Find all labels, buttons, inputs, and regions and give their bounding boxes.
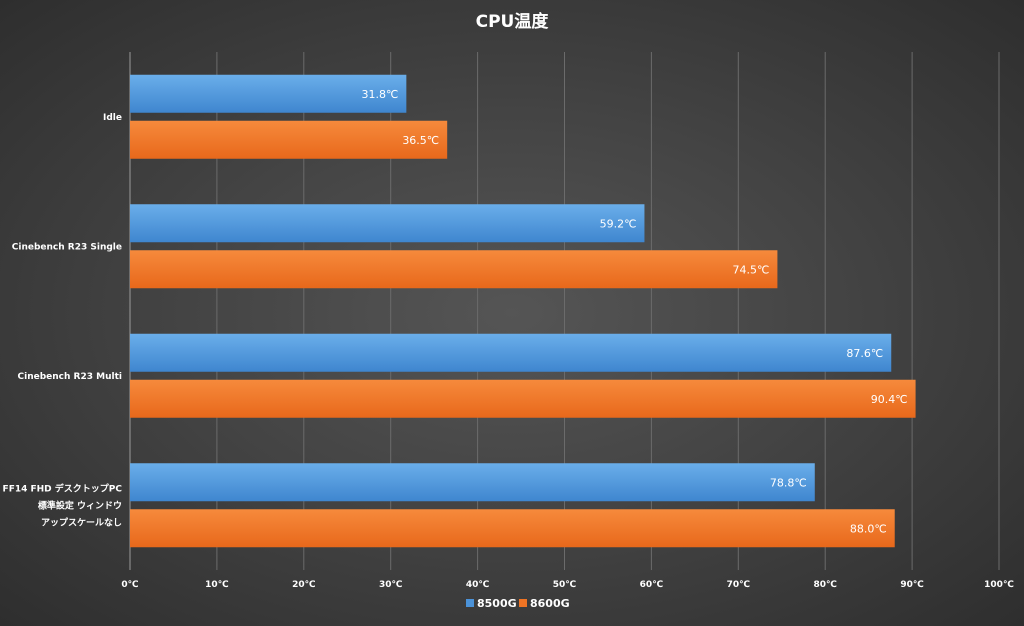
chart-title: CPU温度 [476,11,550,32]
x-axis-ticks: 0℃ 10℃ 20℃ 30℃ 40℃ 50℃ 60℃ 70℃ 80℃ 90℃ 100℃ [121,580,1014,590]
category-label: 標準設定 ウィンドウ [38,499,122,511]
x-tick-label: 60℃ [640,580,664,590]
x-tick-label: 50℃ [553,580,577,590]
bar-8500G [130,463,815,502]
data-label: 31.8℃ [361,88,398,101]
data-label: 74.5℃ [733,263,770,276]
x-tick-label: 100℃ [984,580,1014,590]
x-tick-label: 30℃ [379,580,403,590]
bar-8500G [130,204,645,243]
data-label: 36.5℃ [402,134,439,147]
x-tick-label: 70℃ [727,580,751,590]
category-label: FF14 FHD デスクトップPC [3,482,123,494]
bar-8600G [130,120,448,159]
bars: 31.8℃ 36.5℃ 59.2℃ 74.5℃ 87.6℃ 90.4℃ 78.8℃ 88.0℃ [130,74,916,548]
x-tick-label: 90℃ [900,580,924,590]
x-tick-label: 10℃ [205,580,229,590]
category-label: Idle [103,113,122,123]
data-label: 78.8℃ [770,476,807,489]
bar-8600G [130,509,895,548]
bar-8500G [130,74,407,113]
legend-label: 8500G [477,597,517,610]
x-tick-label: 20℃ [292,580,316,590]
x-tick-label: 0℃ [121,580,138,590]
bar-8500G [130,333,892,372]
legend-label: 8600G [530,597,570,610]
category-labels: Idle Cinebench R23 Single Cinebench R23 Mu… [3,113,123,529]
legend-swatch [519,599,527,607]
category-label: Cinebench R23 Single [12,242,122,252]
data-label: 88.0℃ [850,522,887,535]
bar-8600G [130,379,916,418]
data-label: 87.6℃ [846,347,883,360]
bar-8600G [130,250,778,289]
legend: 8500G 8600G [466,597,570,610]
x-tick-label: 80℃ [813,580,837,590]
category-label: アップスケールなし [41,516,122,528]
x-tick-label: 40℃ [466,580,490,590]
data-label: 90.4℃ [871,393,908,406]
category-label: Cinebench R23 Multi [18,372,122,382]
legend-swatch [466,599,474,607]
data-label: 59.2℃ [600,217,637,230]
